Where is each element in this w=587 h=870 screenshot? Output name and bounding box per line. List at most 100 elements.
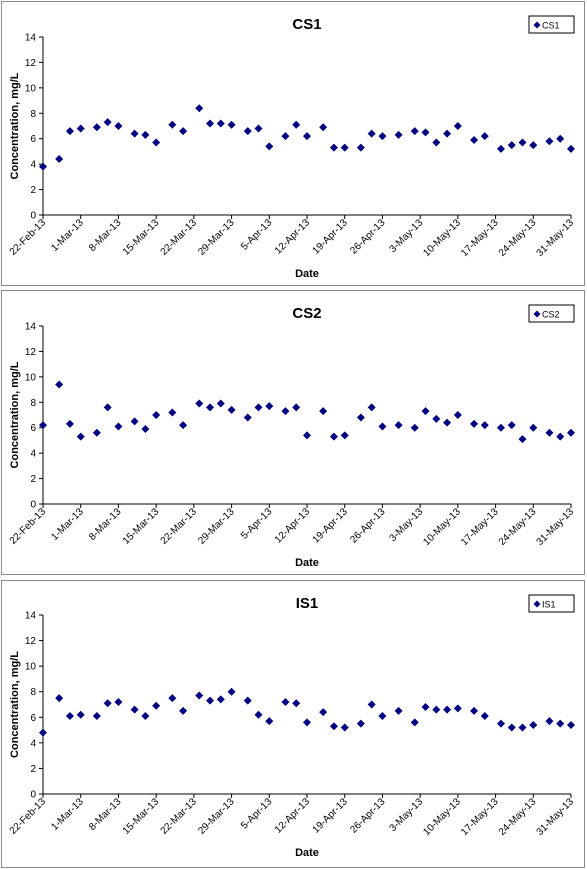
- data-point: [507, 723, 516, 732]
- data-point: [227, 687, 236, 696]
- data-point: [329, 722, 338, 731]
- data-point: [378, 712, 387, 721]
- x-tick-label: 1-Mar-13: [49, 217, 86, 254]
- data-point: [152, 138, 161, 147]
- data-point: [92, 712, 101, 721]
- data-point: [556, 134, 565, 143]
- x-tick-label: 19-Apr-13: [311, 506, 351, 546]
- data-point: [179, 127, 188, 136]
- chart-panel-cs1: CS1 0 2 4 6 8 10 12 14 22-Feb-13 1-Mar-13 8-Mar-13 1…: [1, 1, 585, 286]
- data-point: [206, 403, 215, 412]
- chart-panel-is1: IS1 0 2 4 6 8 10 12 14 22-Feb-13 1-Mar-13 8-Mar-13 1…: [1, 580, 585, 868]
- data-point: [195, 104, 204, 113]
- chart-title: IS1: [296, 595, 319, 612]
- y-tick-label: 2: [30, 764, 36, 775]
- x-axis-title: Date: [295, 268, 319, 280]
- x-tick-label: 22-Mar-13: [159, 217, 200, 258]
- data-point: [367, 700, 376, 709]
- data-point: [292, 120, 301, 129]
- x-tick-label: 31-May-13: [535, 796, 577, 838]
- data-point: [545, 717, 554, 726]
- data-point: [254, 124, 263, 133]
- legend-marker: [533, 600, 541, 608]
- data-point: [378, 422, 387, 431]
- data-point: [367, 129, 376, 138]
- x-tick-label: 10-May-13: [421, 796, 463, 838]
- x-tick-label: 12-Apr-13: [273, 217, 313, 257]
- data-point: [340, 143, 349, 152]
- x-tick-label: 17-May-13: [459, 217, 501, 259]
- x-tick-label: 17-May-13: [459, 796, 501, 838]
- data-point: [453, 704, 462, 713]
- data-point: [65, 712, 74, 721]
- x-tick-label: 15-Mar-13: [121, 796, 162, 837]
- data-point: [410, 423, 419, 432]
- y-tick-label: 4: [30, 160, 36, 171]
- data-point: [55, 380, 64, 389]
- legend-label: CS1: [542, 21, 560, 31]
- data-point: [496, 423, 505, 432]
- data-point: [292, 403, 301, 412]
- y-tick-label: 14: [25, 611, 37, 622]
- y-tick-label: 6: [30, 134, 36, 145]
- legend-marker: [533, 310, 541, 318]
- y-tick-label: 8: [30, 109, 36, 120]
- x-tick-label: 12-Apr-13: [273, 796, 313, 836]
- data-point: [529, 720, 538, 729]
- x-tick-label: 19-Apr-13: [311, 217, 351, 257]
- series-is1: [39, 687, 575, 737]
- y-tick-label: 12: [25, 347, 37, 358]
- data-point: [141, 130, 150, 139]
- y-tick-label: 0: [30, 211, 36, 222]
- series-cs1: [39, 104, 575, 171]
- data-point: [103, 118, 112, 127]
- x-tick-label: 5-Apr-13: [239, 796, 275, 832]
- legend: CS1: [528, 15, 575, 34]
- data-point: [443, 129, 452, 138]
- x-tick-label: 12-Apr-13: [273, 506, 313, 546]
- data-point: [206, 119, 215, 128]
- data-point: [545, 137, 554, 146]
- data-point: [254, 403, 263, 412]
- x-tick-label: 22-Feb-13: [8, 217, 49, 258]
- chart-title: CS1: [292, 16, 321, 33]
- x-tick-label: 26-Apr-13: [348, 796, 388, 836]
- data-point: [243, 413, 252, 422]
- data-point: [216, 119, 225, 128]
- x-tick-label: 10-May-13: [421, 506, 463, 548]
- y-tick-label: 2: [30, 185, 36, 196]
- data-point: [421, 407, 430, 416]
- data-point: [76, 710, 85, 719]
- data-point: [529, 423, 538, 432]
- x-tick-label: 8-Mar-13: [87, 506, 124, 543]
- data-point: [265, 402, 274, 411]
- legend-box: [528, 15, 575, 34]
- data-point: [141, 712, 150, 721]
- x-tick-label: 5-Apr-13: [239, 506, 275, 542]
- data-point: [303, 431, 311, 440]
- x-tick-label: 31-May-13: [535, 217, 577, 259]
- data-point: [114, 697, 123, 706]
- data-point: [340, 723, 349, 732]
- data-point: [432, 705, 441, 714]
- data-point: [55, 155, 64, 164]
- legend-box: [528, 304, 575, 323]
- x-tick-label: 24-May-13: [497, 796, 539, 838]
- data-point: [92, 123, 101, 132]
- data-point: [410, 127, 419, 136]
- data-point: [114, 422, 123, 431]
- data-point: [432, 414, 441, 423]
- data-point: [340, 431, 349, 440]
- data-point: [141, 424, 150, 433]
- data-point: [480, 132, 489, 141]
- data-point: [529, 141, 538, 150]
- y-tick-label: 6: [30, 423, 36, 434]
- y-tick-label: 0: [30, 500, 36, 511]
- data-point: [39, 728, 47, 737]
- x-tick-label: 31-May-13: [535, 506, 577, 548]
- data-point: [480, 712, 489, 721]
- data-point: [329, 143, 338, 152]
- data-point: [507, 421, 516, 430]
